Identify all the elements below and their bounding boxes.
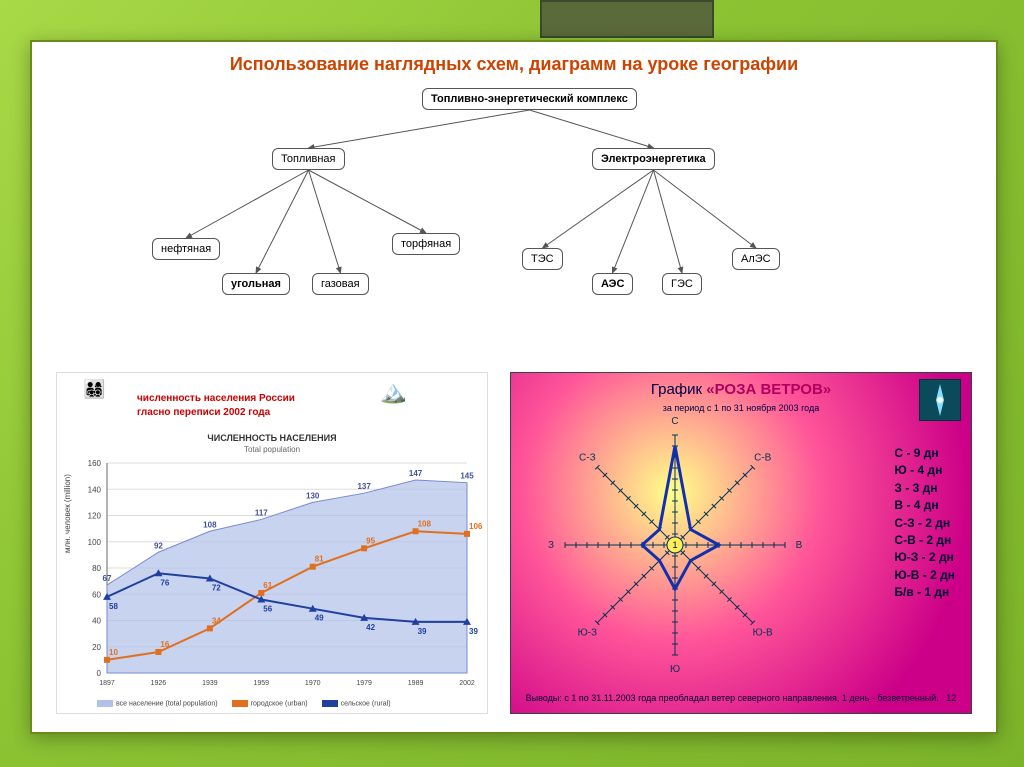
tree-node-elec: Электроэнергетика <box>592 148 715 170</box>
tree-node-ales: АлЭС <box>732 248 780 270</box>
svg-text:147: 147 <box>409 469 423 478</box>
legend-item: сельское (rural) <box>322 700 391 707</box>
svg-text:72: 72 <box>212 584 221 593</box>
svg-text:1926: 1926 <box>151 680 167 687</box>
slide-title: Использование наглядных схем, диаграмм н… <box>32 54 996 75</box>
template-accent-box <box>540 0 714 38</box>
svg-text:95: 95 <box>366 536 375 545</box>
population-chart-panel: 👨‍👩‍👧‍👦 🏔️ численность населения России … <box>56 372 488 714</box>
svg-text:0: 0 <box>97 669 102 678</box>
svg-text:76: 76 <box>160 578 169 587</box>
svg-text:1970: 1970 <box>305 680 321 687</box>
slide-background: Использование наглядных схем, диаграмм н… <box>0 0 1024 767</box>
svg-text:16: 16 <box>160 640 169 649</box>
svg-text:42: 42 <box>366 623 375 632</box>
tree-node-ges: ГЭС <box>662 273 702 295</box>
wind-rose-panel: График «РОЗА ВЕТРОВ» за период с 1 по 31… <box>510 372 972 714</box>
energy-tree-diagram: Топливно-энергетический комплекс Топливна… <box>142 88 902 313</box>
svg-text:100: 100 <box>88 538 102 547</box>
svg-text:145: 145 <box>460 472 474 481</box>
svg-text:106: 106 <box>469 522 483 531</box>
svg-text:С-В: С-В <box>754 452 772 463</box>
svg-text:81: 81 <box>315 555 324 564</box>
svg-text:34: 34 <box>212 616 221 625</box>
svg-text:10: 10 <box>109 648 118 657</box>
page-number: 12 <box>946 693 956 703</box>
wind-title-emph: «РОЗА ВЕТРОВ» <box>706 381 831 398</box>
wind-subtitle: за период с 1 по 31 ноября 2003 года <box>511 403 971 413</box>
wind-legend-item: С-З - 2 дн <box>894 515 955 532</box>
tree-node-gas: газовая <box>312 273 369 295</box>
svg-text:58: 58 <box>109 602 118 611</box>
svg-text:1897: 1897 <box>99 680 115 687</box>
svg-text:140: 140 <box>88 485 102 494</box>
svg-text:2002: 2002 <box>459 680 475 687</box>
svg-text:39: 39 <box>469 627 478 636</box>
wind-title-plain: График <box>651 381 706 398</box>
tree-node-peat: торфяная <box>392 233 460 255</box>
wind-legend-item: З - 3 дн <box>894 480 955 497</box>
legend-item: все население (total population) <box>97 700 218 707</box>
svg-text:20: 20 <box>92 643 101 652</box>
tree-node-coal: угольная <box>222 273 290 295</box>
wind-legend: С - 9 днЮ - 4 днЗ - 3 днВ - 4 днС-З - 2 … <box>894 445 955 602</box>
svg-text:137: 137 <box>357 482 371 491</box>
svg-text:С: С <box>671 416 678 427</box>
tree-node-root: Топливно-энергетический комплекс <box>422 88 637 110</box>
svg-text:Ю: Ю <box>670 664 680 675</box>
svg-text:130: 130 <box>306 491 320 500</box>
svg-text:Ю-В: Ю-В <box>753 628 773 639</box>
population-chart-svg: 0 20 40 60 80 100 120 140 160 1897 1926 1939 1959 197… <box>57 373 487 713</box>
tree-node-oil: нефтяная <box>152 238 220 260</box>
wind-legend-item: Ю-В - 2 дн <box>894 567 955 584</box>
slide-card: Использование наглядных схем, диаграмм н… <box>30 40 998 734</box>
svg-text:67: 67 <box>103 574 112 583</box>
wind-legend-item: С-В - 2 дн <box>894 532 955 549</box>
svg-text:60: 60 <box>92 590 101 599</box>
wind-legend-item: Б/в - 1 дн <box>894 584 955 601</box>
svg-text:80: 80 <box>92 564 101 573</box>
svg-text:1989: 1989 <box>408 680 424 687</box>
svg-text:39: 39 <box>418 627 427 636</box>
svg-text:108: 108 <box>418 519 432 528</box>
svg-text:120: 120 <box>88 512 102 521</box>
svg-text:1979: 1979 <box>356 680 372 687</box>
svg-text:56: 56 <box>263 605 272 614</box>
svg-text:40: 40 <box>92 617 101 626</box>
wind-legend-item: Ю-З - 2 дн <box>894 549 955 566</box>
svg-text:92: 92 <box>154 541 163 550</box>
svg-text:З: З <box>548 540 554 551</box>
svg-text:В: В <box>796 540 803 551</box>
tree-node-fuel: Топливная <box>272 148 345 170</box>
svg-text:С-З: С-З <box>579 452 596 463</box>
population-legend: все население (total population) городско… <box>97 700 391 707</box>
svg-text:1: 1 <box>672 540 677 550</box>
svg-text:1939: 1939 <box>202 680 218 687</box>
svg-text:108: 108 <box>203 520 217 529</box>
wind-rose-svg: С С-В В Ю-В Ю Ю-З З С-З 1 <box>525 415 825 685</box>
legend-item: городское (urban) <box>232 700 308 707</box>
wind-title: График «РОЗА ВЕТРОВ» <box>511 381 971 398</box>
tree-node-aes: АЭС <box>592 273 633 295</box>
tree-node-tes: ТЭС <box>522 248 563 270</box>
wind-legend-item: В - 4 дн <box>894 497 955 514</box>
svg-text:49: 49 <box>315 614 324 623</box>
svg-text:61: 61 <box>263 581 272 590</box>
wind-conclusion: Выводы: с 1 по 31.11.2003 года преоблада… <box>511 693 971 703</box>
svg-text:117: 117 <box>255 508 268 517</box>
svg-text:160: 160 <box>88 459 102 468</box>
svg-text:Ю-З: Ю-З <box>578 628 597 639</box>
wind-legend-item: С - 9 дн <box>894 445 955 462</box>
wind-legend-item: Ю - 4 дн <box>894 462 955 479</box>
svg-text:1959: 1959 <box>253 680 269 687</box>
